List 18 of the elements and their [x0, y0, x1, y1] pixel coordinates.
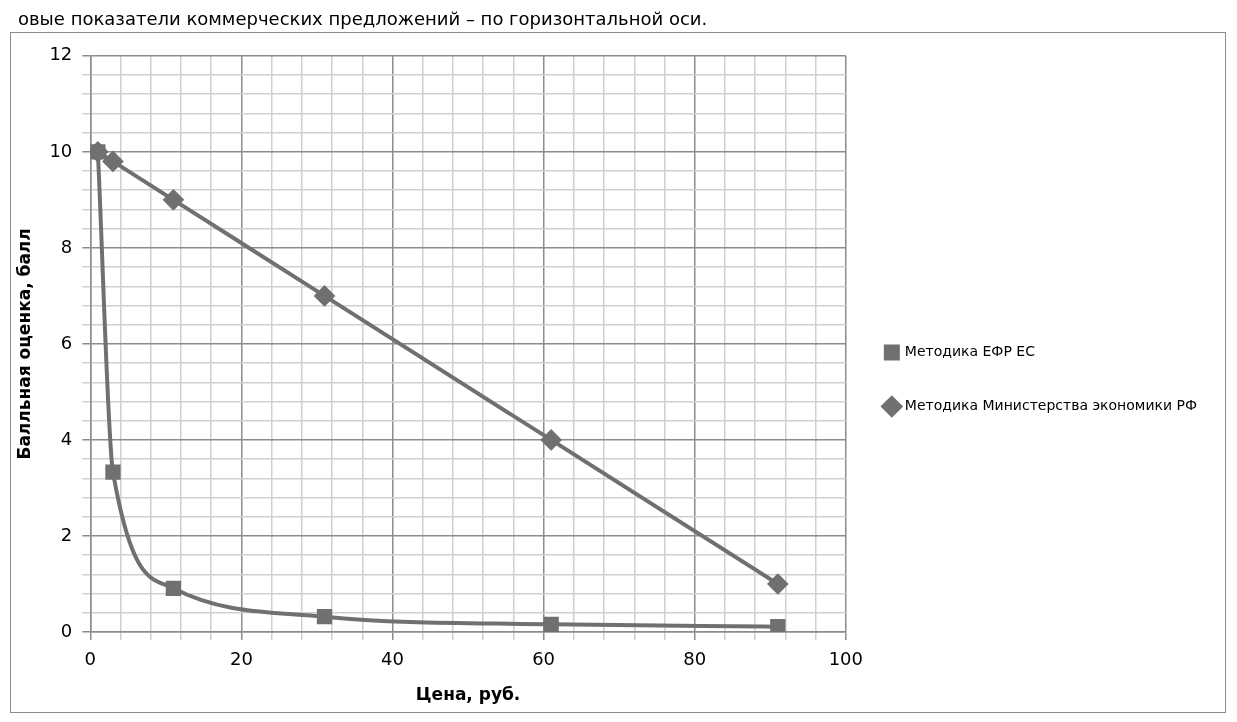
- y-tick-label: 0: [60, 619, 73, 641]
- x-tick-label: 80: [683, 648, 707, 670]
- y-tick-label: 2: [60, 523, 73, 545]
- text: овые показатели коммерческих предложений – по горизонтальной оси.: [18, 8, 708, 30]
- x-axis-title: Цена, руб.: [415, 684, 521, 705]
- x-tick-label: 100: [828, 648, 863, 670]
- x-tick-label: 0: [84, 648, 97, 670]
- x-tick-label: 60: [532, 648, 556, 670]
- y-tick-label: 10: [49, 139, 73, 161]
- y-axis-title: Балльная оценка, балл: [13, 228, 34, 460]
- y-tick-label: 8: [60, 235, 73, 257]
- legend-label: Методика Министерства экономики РФ: [904, 397, 1198, 414]
- y-tick-label: 4: [60, 427, 73, 449]
- x-tick-label: 40: [381, 648, 404, 670]
- x-tick-label: 20: [229, 648, 253, 670]
- legend-label: Методика ЕФР ЕС: [904, 343, 1036, 360]
- y-tick-label: 12: [49, 43, 73, 65]
- y-tick-label: 6: [60, 331, 73, 353]
